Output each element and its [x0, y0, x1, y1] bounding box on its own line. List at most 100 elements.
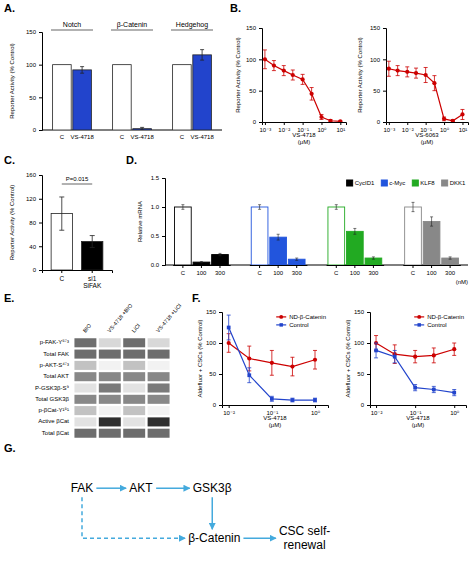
series-line [265, 59, 340, 121]
tick-label: 10⁰ [450, 410, 460, 416]
y-axis: 050100150 [370, 25, 387, 125]
point [291, 73, 295, 77]
legend-entry: ND-β-Catenin [276, 314, 326, 320]
bar [270, 237, 287, 265]
tick-mark [367, 405, 370, 406]
tick-label: 10⁻² [278, 127, 290, 133]
tick-label: 50 [373, 88, 380, 94]
cell [148, 406, 170, 415]
bar [347, 231, 364, 265]
tick-mark [336, 265, 337, 268]
legend-entry: Control [414, 322, 446, 328]
tick: 120 [26, 196, 42, 202]
tick-label: 0 [361, 402, 365, 408]
tick-label: 50 [29, 95, 36, 101]
tick-mark [383, 28, 386, 29]
text-line: (μM) [269, 422, 281, 428]
tick-mark [39, 175, 42, 176]
text-line: (μM) [421, 139, 433, 145]
tick-label: 10¹ [459, 127, 468, 133]
series-line [376, 350, 454, 392]
legend-swatch [442, 180, 448, 186]
tick-label: 100 [354, 340, 365, 346]
tick: 0.0 [151, 262, 165, 268]
legend-swatch [347, 180, 353, 186]
error-bar [295, 258, 298, 260]
tick: 10¹ [459, 122, 468, 133]
legend-label: DKK1 [450, 180, 466, 186]
text-line: (μM) [412, 422, 424, 428]
tick-mark [284, 122, 285, 125]
plot-area [51, 197, 103, 270]
error-bar [393, 345, 397, 364]
group-label: β-Catenin [117, 21, 148, 29]
point [328, 119, 332, 122]
row-label: Active βCat [38, 418, 69, 424]
tick-label: C [257, 270, 262, 276]
point [396, 69, 400, 73]
y-axis-title: Aldefluor + CSCs (% Control) [345, 319, 351, 397]
error-bar [449, 257, 452, 259]
point [442, 117, 446, 121]
plot-area [53, 50, 212, 130]
tick: 0 [253, 119, 262, 125]
tick-mark [92, 270, 93, 273]
cell [123, 372, 145, 381]
panel-title: C. [4, 154, 15, 166]
tick: 50 [357, 371, 370, 377]
error-bar [414, 68, 418, 78]
tick-mark [259, 28, 262, 29]
plot-area [175, 202, 459, 265]
plot-area [387, 61, 465, 122]
tick: 100 [26, 62, 42, 68]
legend-entry: c-Myc [381, 180, 405, 186]
legend-label: ND-β-Catenin [289, 314, 326, 320]
x-axis: C100300 [173, 265, 231, 276]
tick: C [59, 270, 64, 282]
tick-label: 10⁻³ [259, 127, 271, 133]
x-axis-title: VS-4718(μM) [263, 415, 287, 428]
tick: 10⁰ [317, 122, 327, 133]
tick-mark [450, 265, 451, 268]
legend-swatch [412, 180, 418, 186]
text-line: β-Catenin [188, 531, 240, 545]
bar [328, 207, 345, 265]
tick: 1.5 [151, 175, 165, 181]
tick-label: 50 [209, 371, 216, 377]
tick: 100 [273, 265, 284, 276]
group-label: Notch [63, 21, 81, 28]
tick: 1.0 [151, 204, 165, 210]
group-underline [111, 30, 153, 31]
row-label: Total GSK3β [35, 396, 69, 402]
tick-label: 10⁻³ [383, 127, 395, 133]
text-line: VS-4718 [263, 415, 287, 421]
tick: 100 [246, 57, 262, 63]
panel-title: B. [230, 2, 241, 14]
point [414, 71, 418, 75]
y-axis-title: Reporter Activity (% Control) [235, 37, 241, 113]
tick-label: 100 [273, 270, 284, 276]
tick-label: 50 [357, 371, 364, 377]
point [413, 386, 417, 390]
y-axis: 0.00.51.01.5 [151, 175, 166, 268]
cell [148, 417, 170, 426]
tick: 10⁻² [371, 405, 383, 416]
error-bar [270, 350, 274, 375]
cell [99, 406, 121, 415]
cell [74, 338, 96, 347]
tick-mark [39, 32, 42, 33]
edge [243, 537, 275, 539]
error-bar [442, 117, 446, 121]
cell [74, 361, 96, 370]
error-bar [451, 119, 455, 122]
cell [123, 429, 145, 438]
legend-entry: KLF8 [412, 180, 435, 186]
point [290, 364, 294, 368]
point [374, 349, 378, 353]
tick-label: 10⁰ [311, 410, 321, 416]
error-bar [258, 205, 261, 210]
point [313, 398, 317, 402]
tick-mark [201, 265, 202, 268]
tick: C [411, 265, 416, 276]
cell [123, 361, 145, 370]
